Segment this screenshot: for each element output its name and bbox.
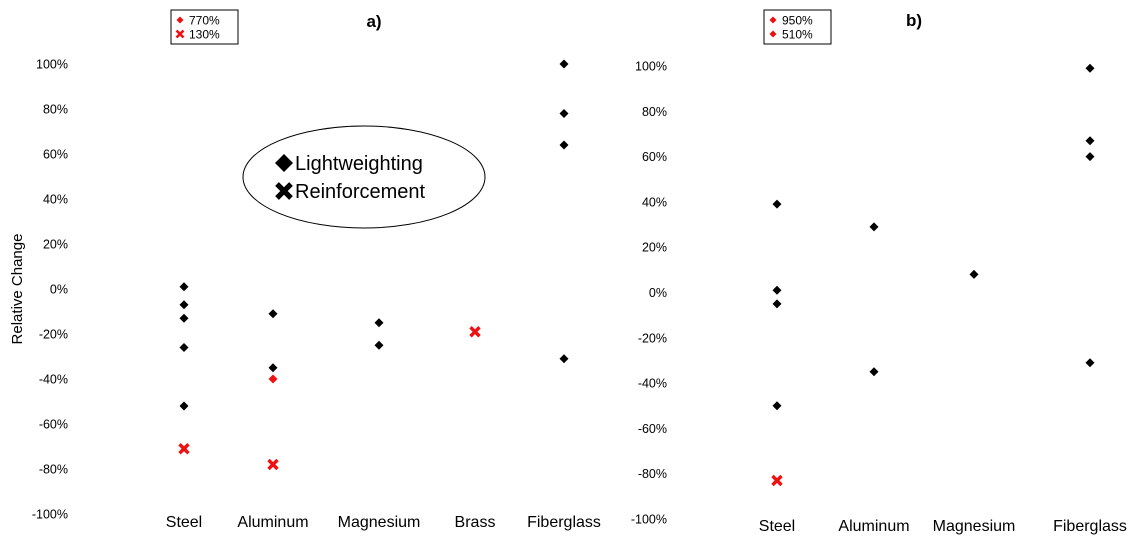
y-tick-label: -60% [39, 418, 68, 432]
data-point [374, 318, 384, 328]
x-category-label: Steel [759, 518, 795, 535]
y-tick-label: -40% [39, 373, 68, 387]
y-tick-label: 20% [642, 241, 667, 255]
offscale-legend-label: 130% [189, 28, 220, 42]
offscale-legend-box [170, 9, 239, 45]
data-point [374, 340, 384, 350]
x-category-label: Magnesium [338, 514, 421, 531]
panel-label: b) [906, 11, 922, 30]
panel-label: a) [366, 12, 381, 31]
offscale-legend-marker [176, 16, 184, 24]
data-point [869, 222, 879, 232]
data-point [179, 300, 189, 310]
data-point [268, 363, 278, 373]
data-point [559, 354, 569, 364]
y-tick-label: 100% [36, 58, 68, 72]
offscale-legend-marker [175, 29, 185, 39]
panel-a: 100% 80% 60% 40% 20% 0% -20% -40% -60% -80% -100% S… [9, 9, 601, 531]
x-category-label: Aluminum [838, 518, 909, 535]
offscale-legend-label: 510% [782, 28, 813, 42]
offscale-legend-label: 950% [782, 14, 813, 28]
y-tick-label: -80% [638, 467, 667, 481]
series-legend-label: Reinforcement [295, 181, 426, 203]
y-tick-label: -100% [32, 508, 68, 522]
data-point [772, 401, 782, 411]
y-tick-label: -40% [638, 377, 667, 391]
y-tick-label: 0% [649, 286, 667, 300]
y-tick-label: -20% [39, 328, 68, 342]
y-tick-label: 40% [43, 193, 68, 207]
offscale-legend-box [763, 9, 832, 45]
data-point [969, 269, 979, 279]
data-point [1085, 63, 1095, 73]
y-tick-label: 0% [50, 283, 68, 297]
series-legend-ellipse [242, 125, 486, 229]
y-tick-label: -60% [638, 422, 667, 436]
data-point [178, 443, 190, 455]
y-tick-label: 20% [43, 238, 68, 252]
data-point [869, 367, 879, 377]
offscale-legend-marker [769, 30, 777, 38]
series-legend-marker [275, 182, 293, 200]
data-point [179, 401, 189, 411]
panel-b: 100% 80% 60% 40% 20% 0% -20% -40% -60% -80% -100% S… [631, 9, 1127, 535]
data-point [559, 109, 569, 118]
y-tick-label: -100% [631, 513, 667, 527]
y-axis-title: Relative Change [9, 234, 26, 345]
offscale-legend-label: 770% [189, 14, 220, 28]
data-point [1085, 136, 1095, 146]
data-point [1085, 358, 1095, 368]
y-tick-label: 80% [43, 103, 68, 117]
x-category-label: Fiberglass [1053, 518, 1127, 535]
y-tick-label: 60% [642, 150, 667, 164]
y-tick-label: 60% [43, 148, 68, 162]
x-category-label: Brass [455, 514, 496, 531]
x-category-label: Fiberglass [527, 514, 601, 531]
data-point [469, 326, 481, 338]
y-tick-label: 40% [642, 195, 667, 209]
series-legend-label: Lightweighting [295, 153, 423, 175]
data-point [772, 199, 782, 209]
y-tick-label: -20% [638, 331, 667, 345]
x-category-label: Aluminum [237, 514, 308, 531]
data-point [179, 282, 189, 292]
data-point [772, 299, 782, 309]
data-point [559, 140, 569, 150]
data-point [179, 343, 189, 352]
data-point [771, 474, 783, 487]
data-point [1085, 152, 1095, 162]
series-legend-marker [275, 154, 293, 172]
data-point [268, 309, 278, 319]
data-point [772, 285, 782, 295]
y-tick-label: 80% [642, 105, 667, 119]
offscale-legend-marker [769, 16, 777, 24]
y-tick-label: -80% [39, 463, 68, 477]
x-category-label: Steel [166, 514, 202, 531]
data-point [267, 458, 279, 471]
data-point [179, 313, 189, 323]
data-point [559, 59, 569, 69]
y-tick-label: 100% [635, 60, 667, 74]
x-category-label: Magnesium [933, 518, 1016, 535]
data-point [268, 374, 278, 384]
